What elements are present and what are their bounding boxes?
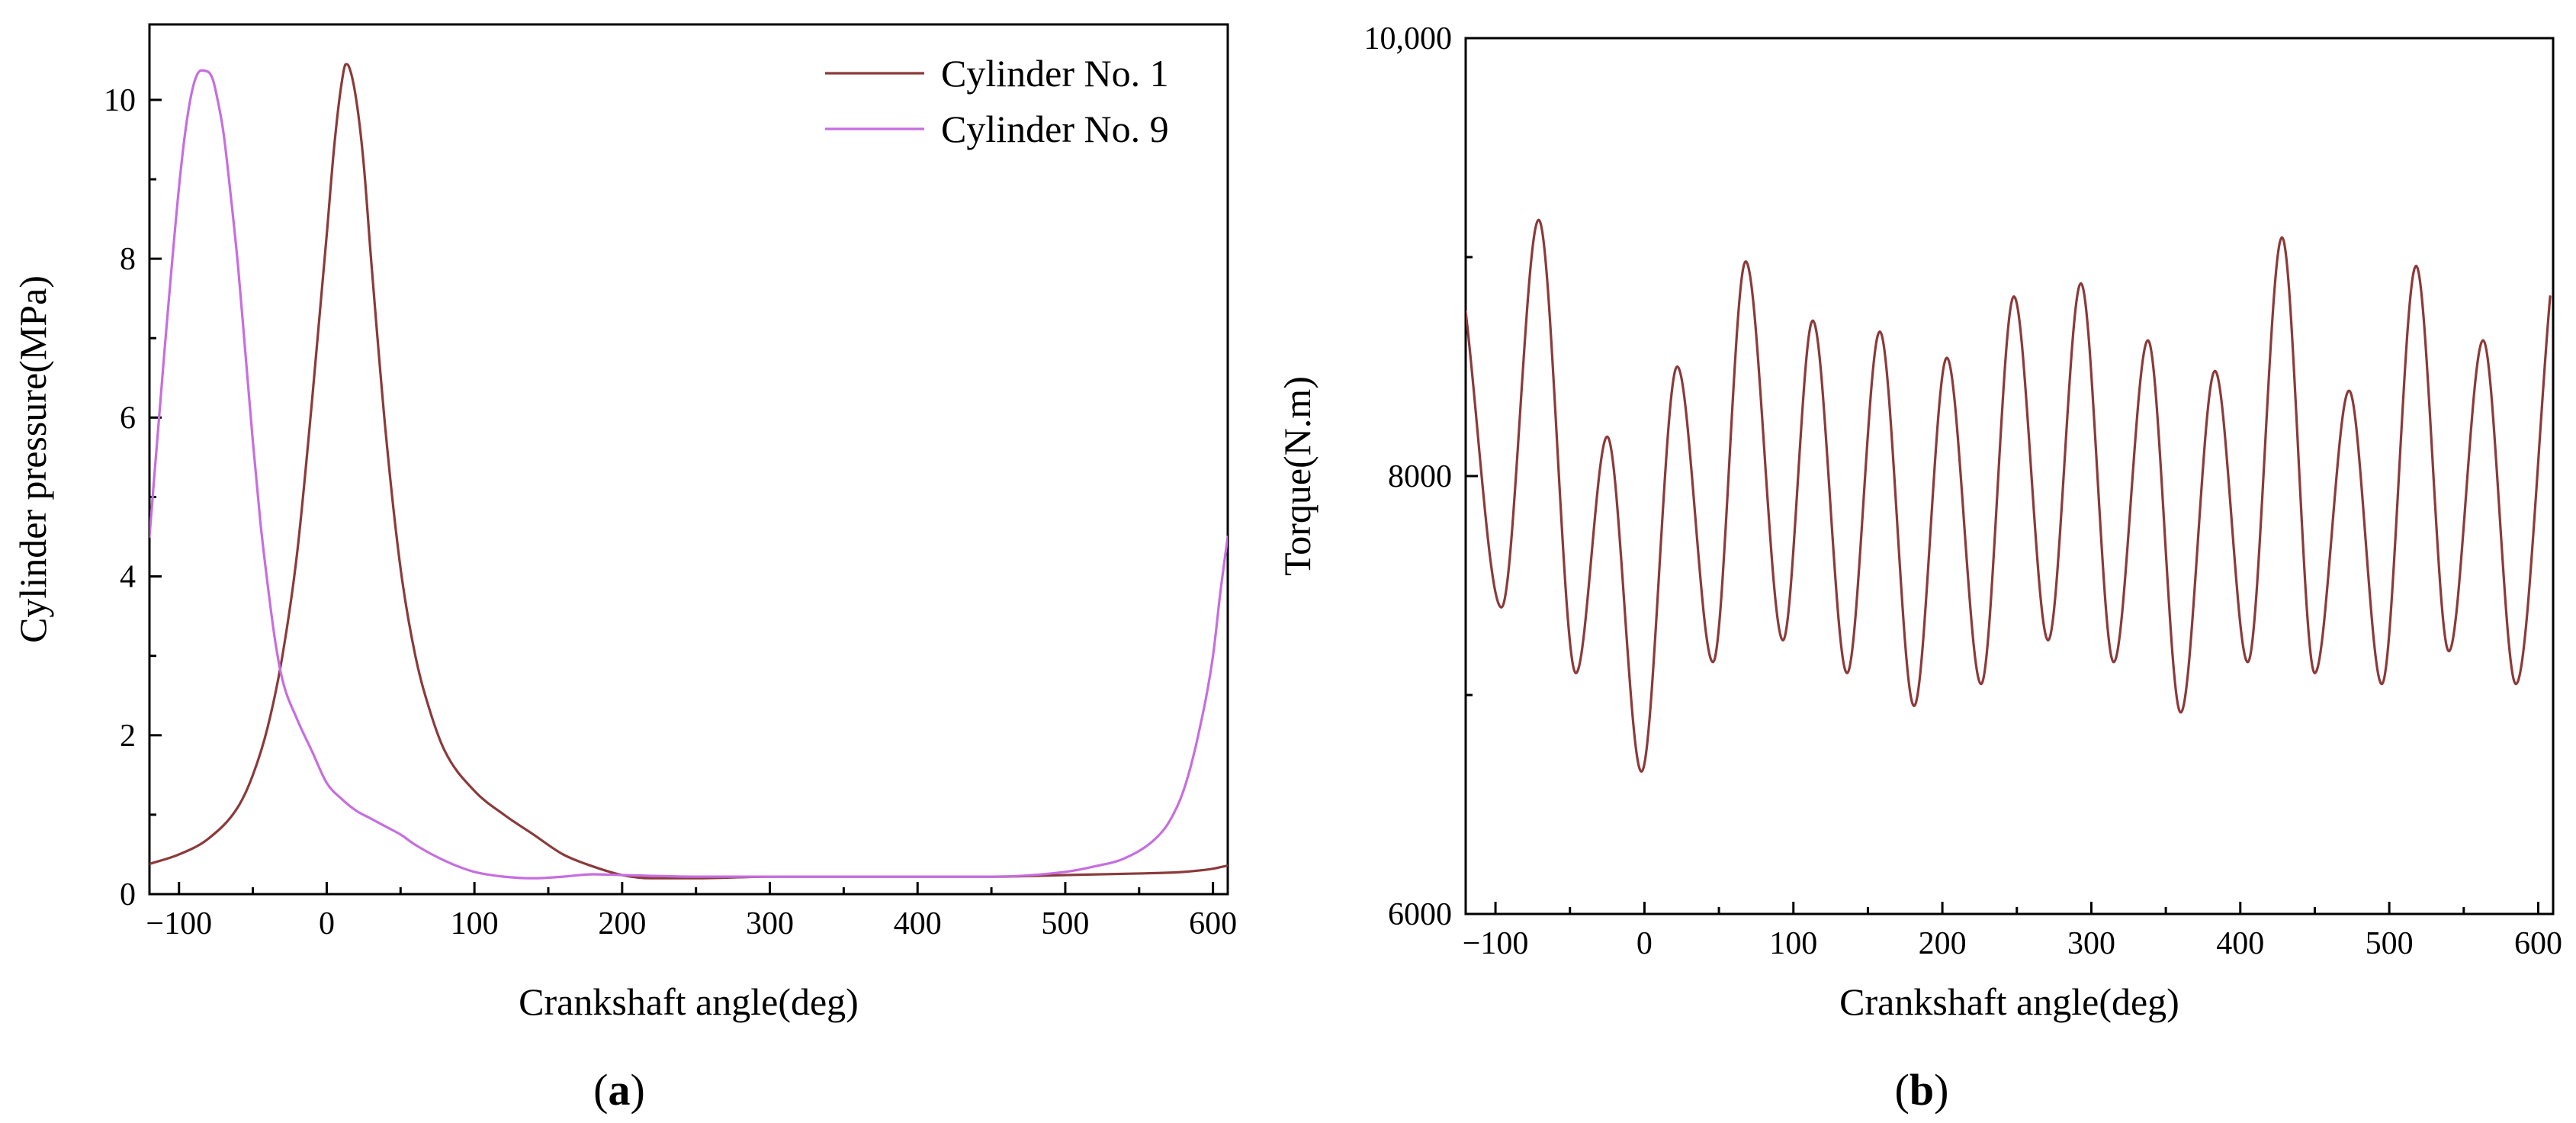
panel-a-plot-frame [148, 23, 1229, 896]
panel-b-label: (b) [1895, 1065, 1949, 1115]
panel-a-y-tick-label: 10 [104, 83, 136, 118]
panel-a-y-tick-label: 6 [120, 401, 136, 436]
panel-a-x-tick-label: 300 [746, 906, 794, 941]
panel-a-x-tick-label: 200 [598, 906, 646, 941]
panel-b-x-tick-label: 500 [2366, 926, 2414, 961]
panel-b-series-group [1466, 218, 2552, 774]
panel-a-y-tick-label: 8 [120, 242, 136, 277]
panel-a-axis-ticks: −100 0 100 200 300 400 500 600 0 2 4 6 8 10 [104, 83, 1237, 941]
panel-b-x-tick-label: 0 [1636, 926, 1653, 961]
panel-a-y-tick-label: 4 [120, 560, 136, 595]
panel-a-x-tick-label: −100 [146, 906, 212, 941]
panel-a-y-axis-title: Cylinder pressure(MPa) [11, 275, 54, 643]
panel-b-y-tick-label: 6000 [1388, 897, 1452, 932]
legend-label-2: Cylinder No. 9 [941, 108, 1169, 150]
panel-b-axis-ticks: −100 0 100 200 300 400 500 600 6000 8000 10,000 [1364, 21, 2562, 961]
panel-b-y-tick-label: 8000 [1388, 459, 1452, 494]
panel-b-label-letter: b [1910, 1065, 1934, 1115]
panel-b-chart: −100 0 100 200 300 400 500 600 6000 8000 10,000 Cr… [1276, 21, 2562, 1115]
panel-a-chart: −100 0 100 200 300 400 500 600 0 2 4 6 8 10 Cylinder … [11, 23, 1237, 1115]
panel-a-x-tick-label: 400 [894, 906, 942, 941]
legend-label-1: Cylinder No. 1 [941, 52, 1169, 95]
panel-a-y-tick-label: 2 [120, 719, 136, 754]
panel-b-series-line-1 [1466, 218, 2552, 774]
panel-a-x-tick-label: 500 [1041, 906, 1089, 941]
panel-b-x-tick-label: 400 [2216, 926, 2264, 961]
panel-b-plot-frame [1464, 37, 2555, 915]
panel-b-x-axis-title: Crankshaft angle(deg) [1839, 980, 2179, 1023]
panel-b-x-tick-label: 300 [2067, 926, 2115, 961]
panel-a-x-tick-label: 0 [319, 906, 335, 941]
panel-b-x-tick-label: 100 [1769, 926, 1817, 961]
panel-a-series-group [149, 63, 1228, 880]
panel-b-x-tick-label: −100 [1463, 926, 1529, 961]
panel-a-series-line-1 [149, 63, 1228, 880]
panel-a-x-tick-label: 600 [1189, 906, 1237, 941]
panel-a-label: (a) [593, 1065, 645, 1115]
panel-b-y-axis-title: Torque(N.m) [1276, 376, 1319, 576]
panel-a-label-letter: a [609, 1065, 631, 1115]
panel-b-y-tick-label: 10,000 [1364, 21, 1453, 56]
panel-a-x-axis-title: Crankshaft angle(deg) [519, 980, 859, 1023]
panel-b-x-tick-label: 200 [1919, 926, 1967, 961]
panel-a-legend: Cylinder No. 1 Cylinder No. 9 [825, 52, 1169, 150]
panel-a-y-tick-label: 0 [120, 877, 136, 912]
panel-a-series-line-2 [149, 69, 1228, 880]
panel-a-x-tick-label: 100 [451, 906, 499, 941]
panel-b-x-tick-label: 600 [2514, 926, 2562, 961]
